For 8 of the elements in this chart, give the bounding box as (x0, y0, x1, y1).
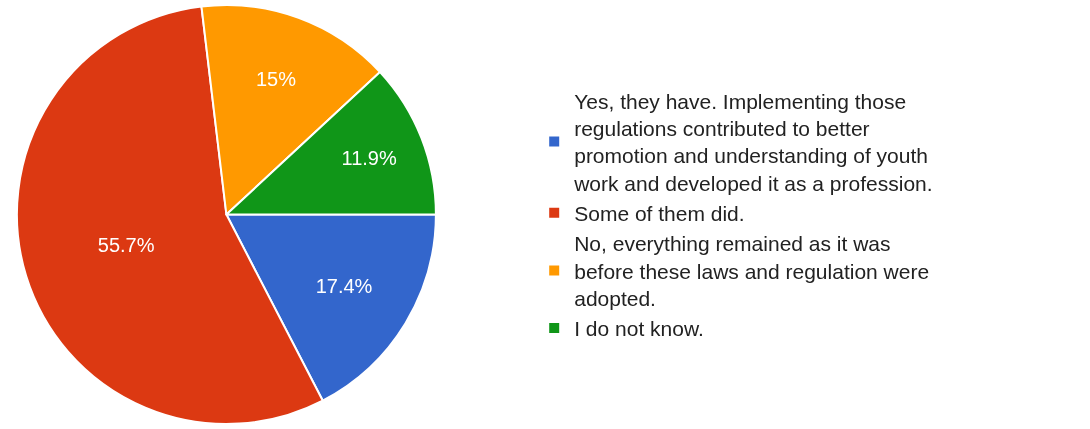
legend-label: Some of them did. (574, 202, 745, 226)
legend-label: Yes, they have. Implementing those regulations contributed to better promotion and understanding of youth work and developed it as a profession. (573, 89, 933, 195)
data-label: 11.9% (341, 147, 397, 170)
legend-label: I do not know. (574, 317, 704, 341)
data-label: 15% (255, 68, 297, 91)
data-label: 17.4% (315, 275, 373, 298)
data-label: 55.7% (97, 234, 155, 257)
legend-label: No, everything remained as it was before these laws and regulation were adopted. (574, 232, 930, 310)
